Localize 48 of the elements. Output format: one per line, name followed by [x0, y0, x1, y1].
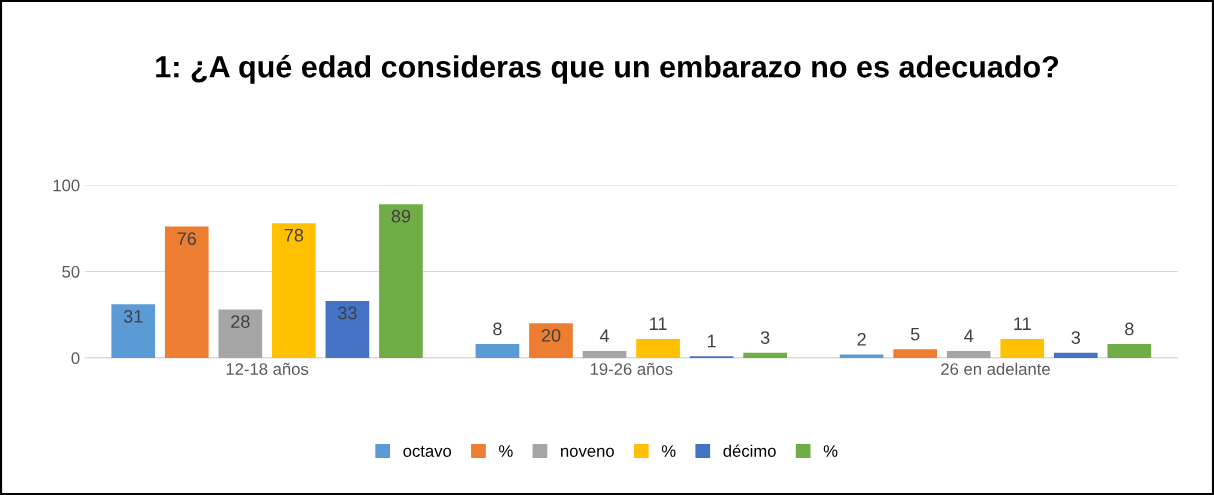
data-label: 3: [1071, 331, 1081, 344]
y-tick-label: 50: [62, 265, 80, 278]
bar: [743, 352, 787, 358]
bar: [218, 309, 263, 358]
bar: [164, 226, 209, 358]
bar: [582, 350, 627, 358]
x-tick-label: 26 en adelante: [941, 362, 1050, 375]
chart-title: 1: ¿A qué edad consideras que un embarazo no es adecuado?: [156, 54, 1059, 84]
x-tick-label: 19-26 años: [590, 362, 673, 375]
data-label: 31: [123, 309, 143, 323]
data-label: 8: [1125, 322, 1134, 336]
data-label: 3: [760, 331, 770, 344]
bar: [839, 354, 884, 358]
bar: [1000, 338, 1045, 358]
data-label: 28: [231, 315, 250, 328]
data-label: 11: [650, 317, 667, 330]
legend-label: noveno: [561, 447, 614, 457]
data-label: 2: [857, 332, 866, 346]
data-label: 76: [177, 232, 197, 246]
bar: [636, 338, 680, 358]
data-label: 1: [707, 334, 716, 348]
bar: [946, 350, 991, 358]
bar: [893, 349, 938, 358]
legend-label: %: [823, 445, 838, 457]
bar: [1053, 352, 1098, 358]
data-label: 20: [541, 328, 561, 342]
bar: [379, 204, 423, 358]
bar: [325, 300, 370, 358]
bar: [475, 344, 520, 358]
data-label: 4: [599, 329, 609, 343]
data-label: 11: [1014, 317, 1031, 330]
data-label: 78: [284, 228, 304, 242]
legend-label: décimo: [723, 444, 776, 457]
data-label: 4: [964, 329, 974, 343]
data-label: 33: [338, 306, 357, 320]
data-label: 8: [493, 322, 502, 336]
bar: [272, 223, 316, 358]
y-tick-label: 100: [53, 179, 80, 192]
y-tick-label: 0: [71, 352, 80, 365]
bar: [529, 323, 573, 358]
x-tick-label: 12-18 años: [226, 362, 309, 375]
data-label: 5: [910, 327, 920, 341]
legend-label: octavo: [403, 445, 452, 457]
legend-label: %: [661, 445, 676, 457]
data-label: 89: [391, 209, 411, 223]
legend-label: %: [499, 445, 513, 457]
bar: [111, 304, 156, 358]
bar: [1107, 344, 1152, 358]
